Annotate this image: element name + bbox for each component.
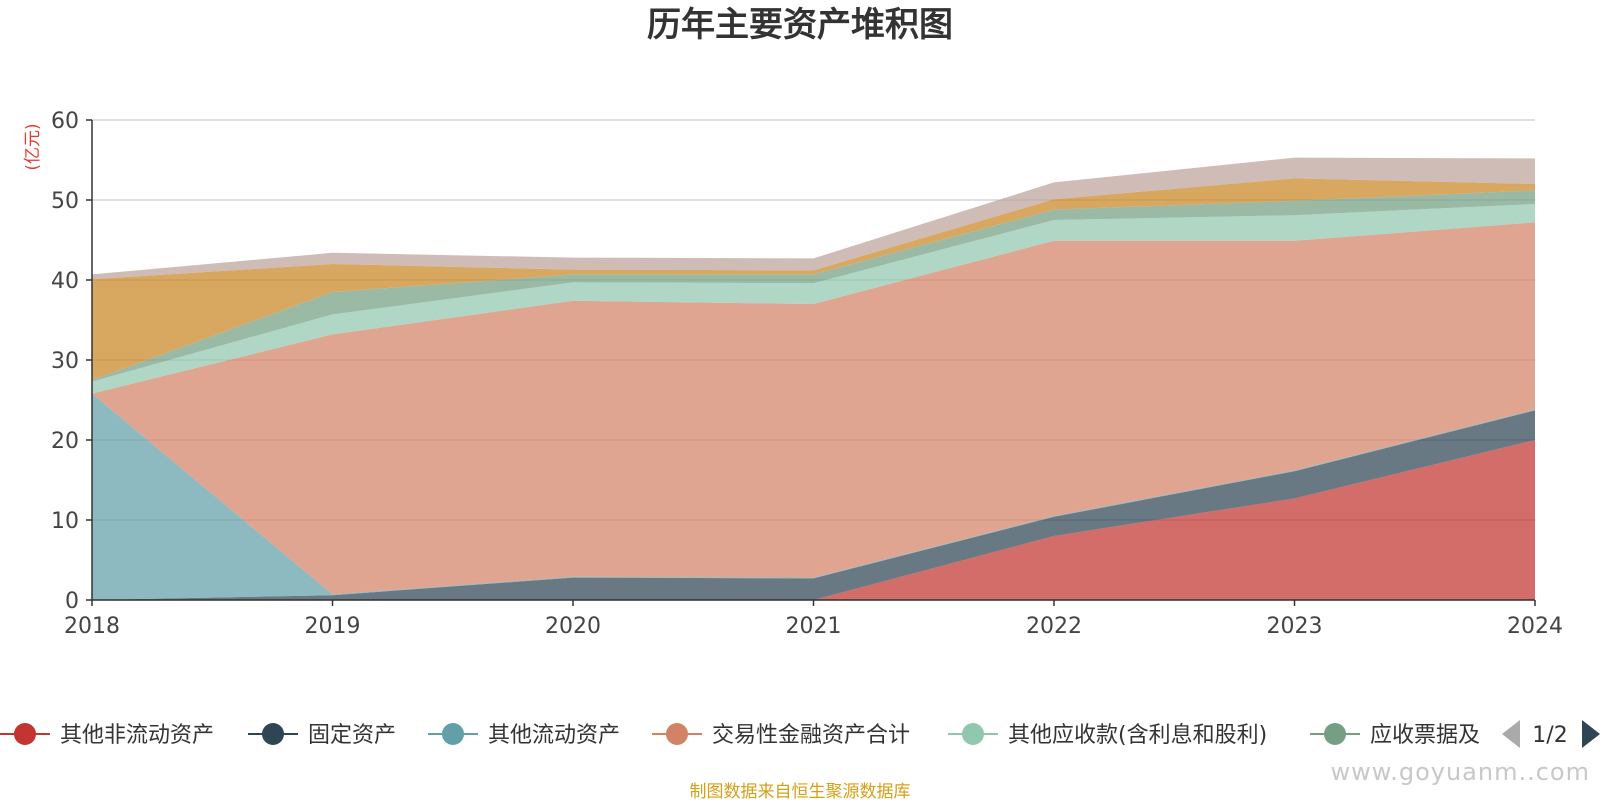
x-tick-label: 2020 [545,614,601,639]
footer-source-note: 制图数据来自恒生聚源数据库 [690,782,911,800]
y-tick-label: 10 [51,509,79,534]
chart-title: 历年主要资产堆积图 [647,5,953,45]
x-tick-label: 2018 [64,614,120,639]
area-series-3 [92,393,1535,600]
legend-item[interactable]: 其他非流动资产 [0,723,214,748]
y-tick-label: 50 [51,189,79,214]
legend-item[interactable]: 交易性金融资产合计 [652,723,910,748]
area-series-group [92,157,1535,600]
legend-circle-icon [666,723,688,745]
legend-next-arrow-icon[interactable] [1582,720,1600,748]
legend-label: 其他应收款(含利息和股利) [1008,723,1267,748]
x-tick-label: 2023 [1267,614,1323,639]
legend-label: 固定资产 [308,723,396,748]
y-axis-unit-label: (亿元) [23,123,43,170]
y-tick-label: 60 [51,109,79,134]
legend-item[interactable]: 其他应收款(含利息和股利) [948,723,1267,748]
legend-label: 交易性金融资产合计 [712,723,910,748]
y-tick-label: 0 [65,589,79,614]
area-series-4 [92,222,1535,595]
legend-item[interactable]: 应收票据及 [1310,723,1480,748]
area-series-8 [92,157,1535,280]
legend-label: 应收票据及 [1370,723,1480,748]
area-series-5 [92,204,1535,394]
legend-circle-icon [962,723,984,745]
legend-label: 其他流动资产 [488,723,620,748]
area-series-6 [92,190,1535,382]
x-tick-label: 2022 [1026,614,1082,639]
legend-circle-icon [442,723,464,745]
legend-label: 其他非流动资产 [60,723,214,748]
legend-page-indicator: 1/2 [1532,723,1567,748]
legend-circle-icon [262,723,284,745]
legend-circle-icon [14,723,36,745]
legend-item[interactable]: 固定资产 [248,723,396,748]
area-series-7 [92,178,1535,380]
x-tick-label: 2019 [305,614,361,639]
area-series-1 [92,440,1535,600]
y-tick-label: 30 [51,349,79,374]
legend-prev-arrow-icon[interactable] [1502,720,1520,748]
legend-pager: 1/2 [1502,720,1600,748]
x-tick-label: 2021 [786,614,842,639]
x-tick-label: 2024 [1507,614,1563,639]
y-tick-label: 20 [51,429,79,454]
legend-item[interactable]: 其他流动资产 [428,723,620,748]
axes: 0 10 20 30 40 50 60 2018 2019 2020 2021 2022 2023 202… [51,109,1563,639]
area-series-2 [92,410,1535,600]
legend: 其他非流动资产 固定资产 其他流动资产 交易性金融资产合计 其他应收款(含利息和股利) 应… [0,723,1480,748]
y-tick-label: 40 [51,269,79,294]
watermark: www.gоyuаnm..cоm [1331,758,1590,786]
legend-circle-icon [1324,723,1346,745]
